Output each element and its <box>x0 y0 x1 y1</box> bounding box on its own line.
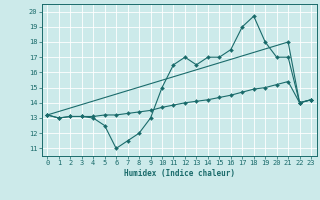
X-axis label: Humidex (Indice chaleur): Humidex (Indice chaleur) <box>124 169 235 178</box>
